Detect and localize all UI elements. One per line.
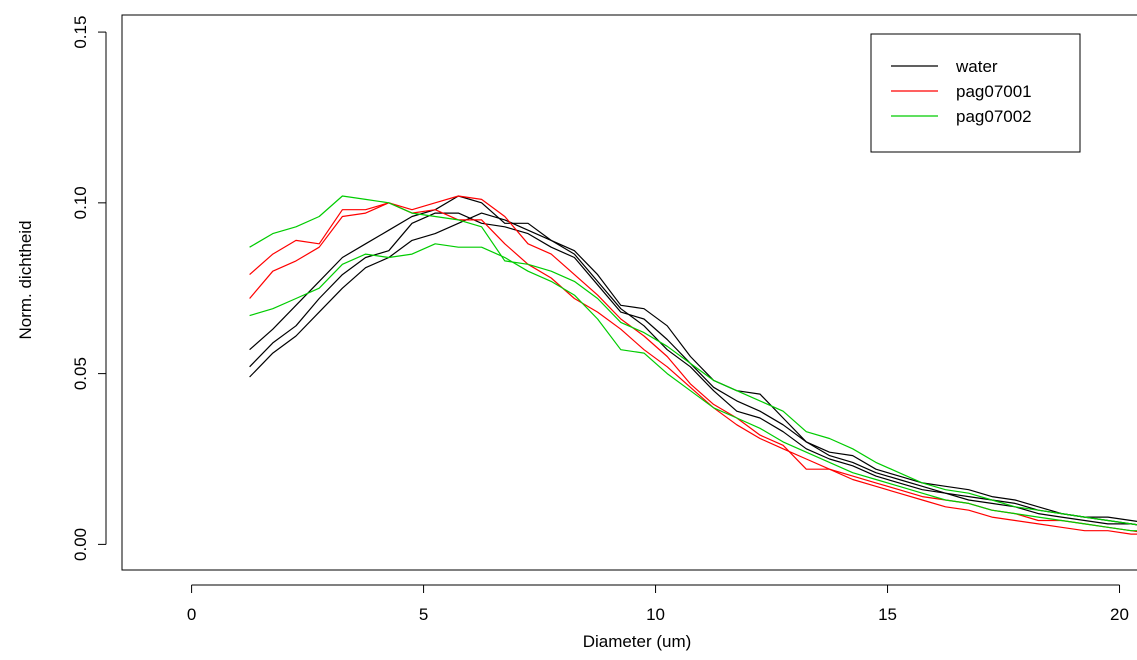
y-axis: 0.00 0.05 0.10 0.15 <box>71 16 107 561</box>
legend-label: water <box>955 57 998 76</box>
legend-label: pag07001 <box>956 82 1032 101</box>
x-tick-label: 10 <box>646 605 665 624</box>
x-tick-label: 20 <box>1110 605 1129 624</box>
x-axis: 0 5 10 15 20 <box>187 584 1129 624</box>
x-axis-title: Diameter (um) <box>583 632 692 651</box>
legend: water pag07001 pag07002 <box>870 33 1081 153</box>
plot-frame <box>121 14 1137 571</box>
y-tick-label: 0.15 <box>71 16 90 49</box>
series-line-2 <box>249 212 1137 526</box>
y-tick-label: 0.10 <box>71 186 90 219</box>
series-line-1 <box>249 195 1137 522</box>
series-line-3 <box>249 212 1137 526</box>
y-tick-label: 0.05 <box>71 357 90 390</box>
plot-lines <box>249 195 1137 535</box>
y-axis-title: Norm. dichtheid <box>16 220 35 339</box>
legend-label: pag07002 <box>956 107 1032 126</box>
x-tick-label: 0 <box>187 605 196 624</box>
series-line-6 <box>249 195 1137 526</box>
x-tick-label: 5 <box>419 605 428 624</box>
legend-box <box>870 33 1081 153</box>
series-line-7 <box>249 243 1137 532</box>
x-tick-label: 15 <box>878 605 897 624</box>
y-tick-label: 0.00 <box>71 528 90 561</box>
